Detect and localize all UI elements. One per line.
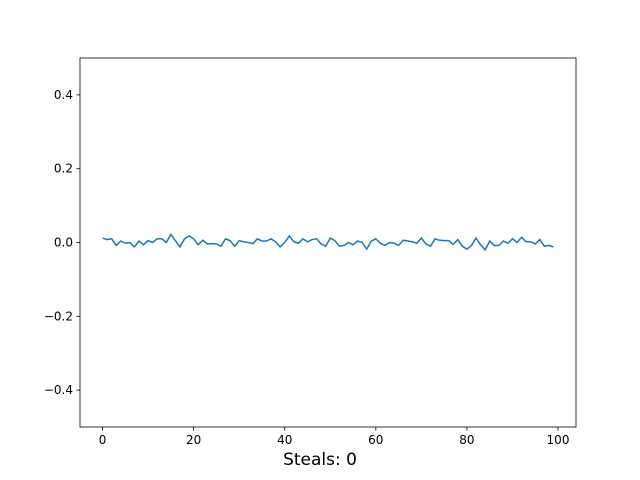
x-tick-label: 100 — [547, 433, 570, 447]
annotation: Steals: 0 — [283, 450, 357, 470]
y-tick-label: 0.0 — [54, 236, 73, 250]
x-tick-label: 60 — [368, 433, 383, 447]
y-tick-label: −0.2 — [44, 309, 73, 323]
x-tick-label: 40 — [277, 433, 292, 447]
y-tick-label: −0.4 — [44, 383, 73, 397]
x-tick-label: 80 — [459, 433, 474, 447]
y-tick-label: 0.4 — [54, 88, 73, 102]
y-tick-label: 0.2 — [54, 162, 73, 176]
plot-area — [102, 232, 554, 252]
line-series — [102, 232, 554, 252]
x-tick-label: 20 — [186, 433, 201, 447]
x-tick-label: 0 — [99, 433, 107, 447]
